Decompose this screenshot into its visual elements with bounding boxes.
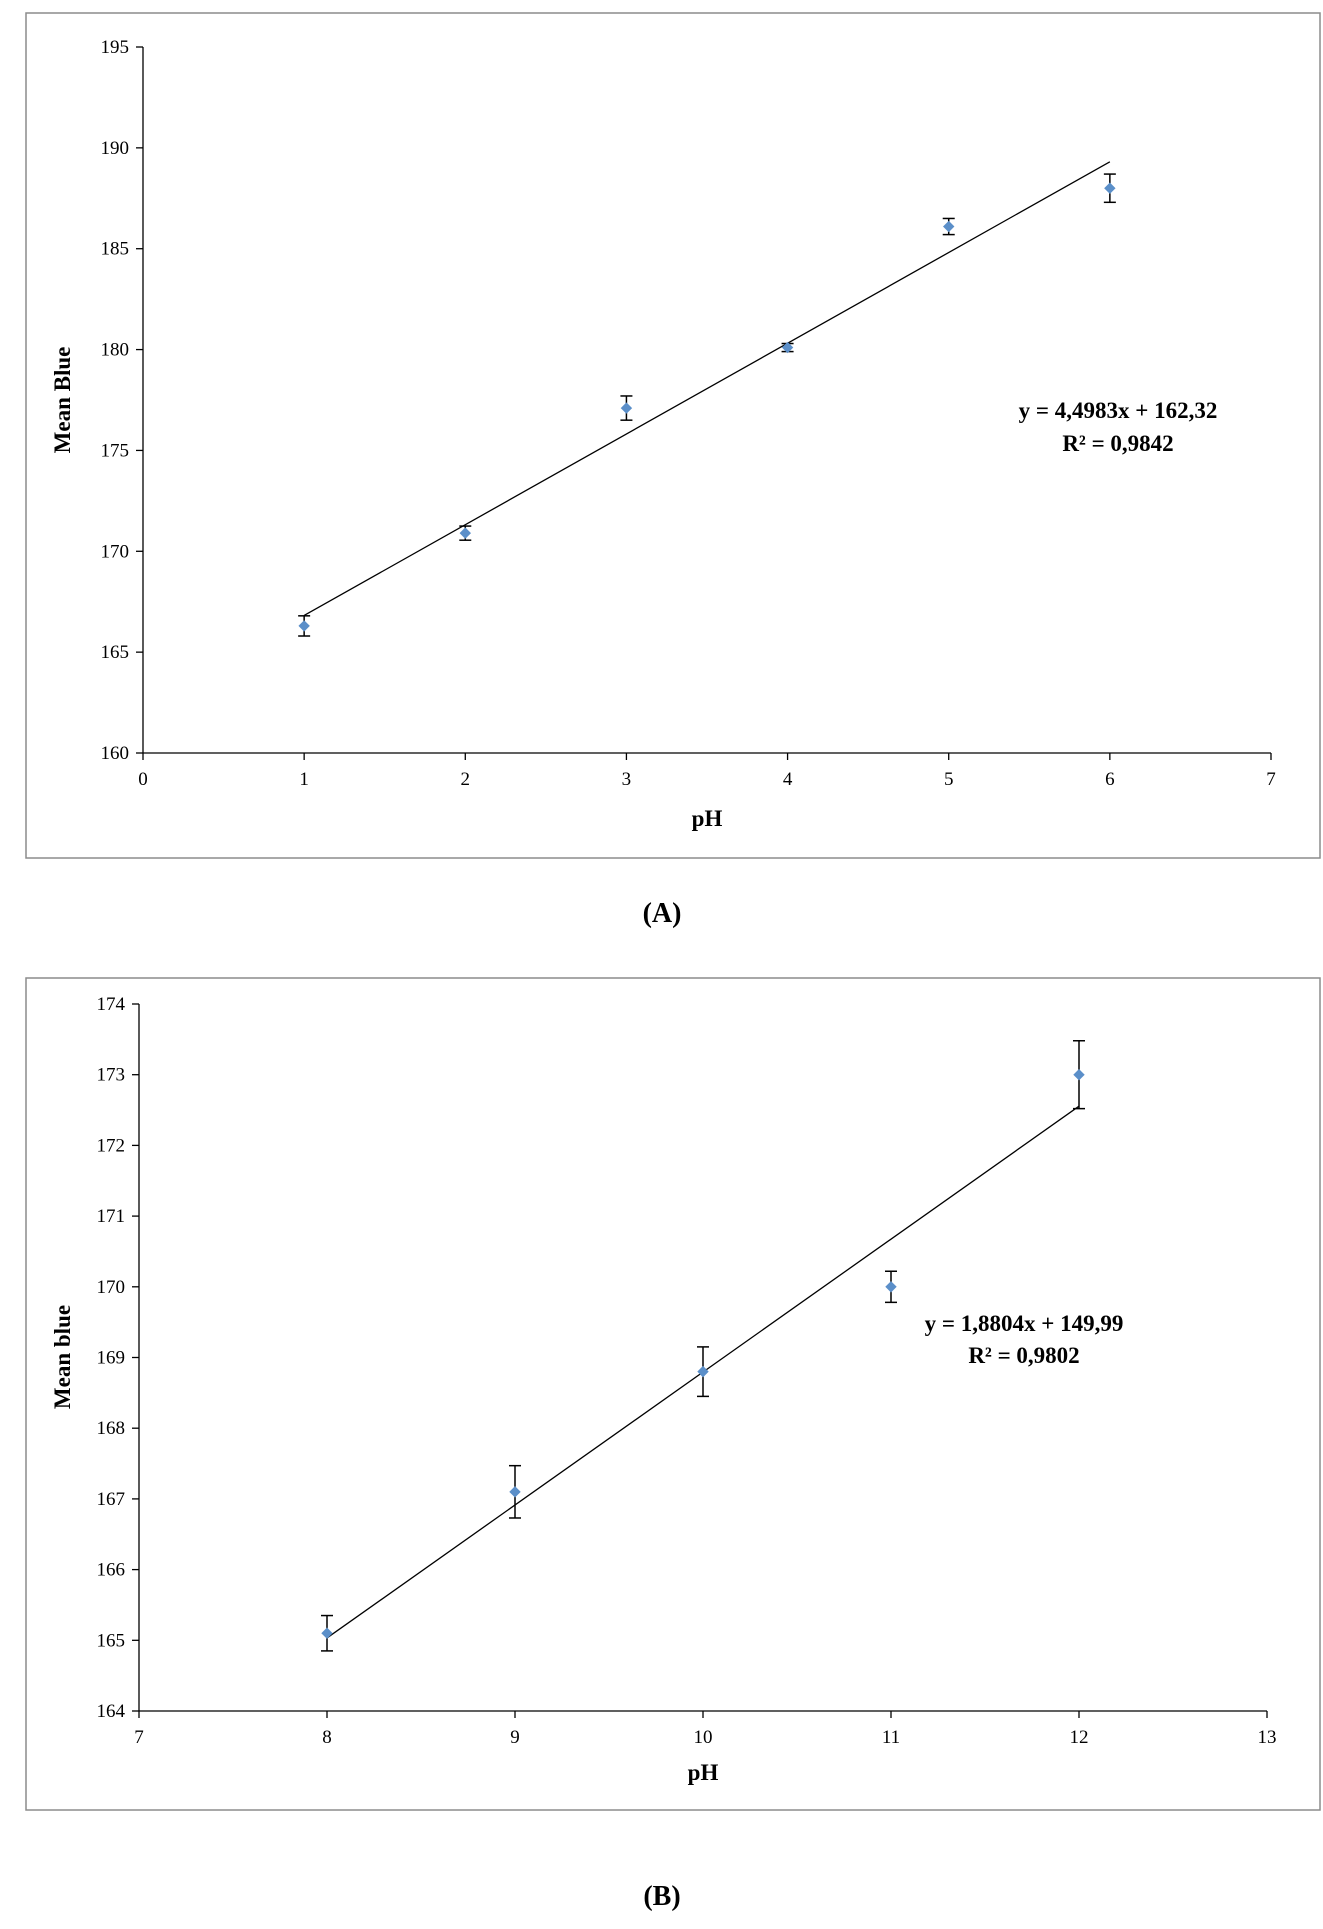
chart-b-y-label: Mean blue	[50, 1305, 75, 1409]
y-tick-label: 172	[97, 1135, 126, 1156]
data-point-marker	[509, 1486, 521, 1498]
panel-label-a: (A)	[643, 898, 682, 929]
y-tick-label: 169	[97, 1348, 126, 1369]
chart-a-frame	[25, 12, 1321, 859]
data-point-marker	[1104, 182, 1116, 194]
data-point-marker	[781, 341, 794, 354]
data-point-marker	[943, 220, 955, 233]
y-tick-label: 180	[101, 340, 130, 361]
chart-a-y-ticks: 160 165 170 175 180 185 190 195	[101, 37, 143, 764]
x-tick-label: 8	[322, 1727, 332, 1748]
data-point-marker	[885, 1281, 897, 1293]
chart-b-x-ticks: 7 8 9 10 11 12 13	[134, 1711, 1277, 1748]
chart-a-y-label: Mean Blue	[50, 347, 75, 454]
data-point-marker	[697, 1365, 709, 1378]
chart-b-r-squared: R² = 0,9802	[968, 1343, 1079, 1368]
y-tick-label: 173	[97, 1065, 126, 1086]
x-tick-label: 10	[694, 1727, 713, 1748]
y-tick-label: 165	[97, 1630, 126, 1651]
y-tick-label: 195	[101, 37, 130, 58]
y-tick-label: 166	[97, 1560, 126, 1581]
x-tick-label: 9	[510, 1727, 520, 1748]
y-tick-label: 170	[101, 541, 130, 562]
y-tick-label: 168	[97, 1418, 126, 1439]
x-tick-label: 7	[134, 1727, 144, 1748]
data-point-marker	[298, 620, 310, 632]
x-tick-label: 4	[783, 769, 793, 790]
y-tick-label: 164	[97, 1701, 126, 1722]
chart-a-equation: y = 4,4983x + 162,32	[1019, 398, 1218, 423]
data-point-marker	[321, 1627, 333, 1639]
y-tick-label: 167	[97, 1489, 126, 1510]
x-tick-label: 12	[1070, 1727, 1089, 1748]
x-tick-label: 1	[299, 769, 309, 790]
y-tick-label: 174	[97, 994, 126, 1015]
chart-b: 164 165 166 167 168 169 170 171 172 173 174 7 8 9 10 1…	[25, 977, 1321, 1811]
x-tick-label: 13	[1258, 1727, 1277, 1748]
y-tick-label: 190	[101, 138, 130, 159]
y-tick-label: 185	[101, 239, 130, 260]
chart-a: 160 165 170 175 180 185 190 195 0 1 2 3 4 5 6 7 pH Mea…	[25, 12, 1321, 859]
x-tick-label: 7	[1266, 769, 1276, 790]
x-tick-label: 6	[1105, 769, 1115, 790]
chart-a-trendline	[303, 161, 1111, 617]
chart-b-y-ticks: 164 165 166 167 168 169 170 171 172 173 174	[97, 994, 139, 1722]
chart-b-points	[321, 1040, 1085, 1652]
chart-b-x-label: pH	[688, 1760, 719, 1785]
y-tick-label: 170	[97, 1277, 126, 1298]
chart-a-points	[298, 173, 1116, 637]
x-tick-label: 3	[622, 769, 632, 790]
y-tick-label: 160	[101, 743, 130, 764]
chart-a-r-squared: R² = 0,9842	[1062, 431, 1173, 456]
x-tick-label: 2	[461, 769, 471, 790]
data-point-marker	[459, 527, 471, 539]
data-point-marker	[620, 402, 633, 414]
y-tick-label: 175	[101, 440, 130, 461]
data-point-marker	[1073, 1068, 1085, 1081]
chart-b-equation: y = 1,8804x + 149,99	[925, 1311, 1124, 1336]
x-tick-label: 11	[882, 1727, 900, 1748]
x-tick-label: 0	[138, 769, 148, 790]
panel-label-b: (B)	[643, 1881, 680, 1912]
chart-a-x-ticks: 0 1 2 3 4 5 6 7	[138, 753, 1276, 790]
y-tick-label: 171	[97, 1206, 126, 1227]
chart-a-x-label: pH	[692, 806, 723, 831]
x-tick-label: 5	[944, 769, 954, 790]
y-tick-label: 165	[101, 642, 130, 663]
